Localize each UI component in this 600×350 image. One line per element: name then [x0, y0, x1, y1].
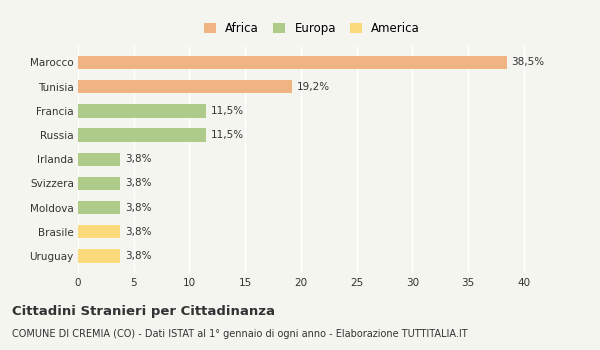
Text: 19,2%: 19,2%	[296, 82, 329, 92]
Bar	[78, 249, 121, 262]
Text: 11,5%: 11,5%	[211, 130, 244, 140]
Bar	[78, 56, 507, 69]
Bar	[78, 153, 121, 166]
Bar	[78, 128, 206, 142]
Text: 11,5%: 11,5%	[211, 106, 244, 116]
Text: 3,8%: 3,8%	[125, 154, 151, 164]
Text: Cittadini Stranieri per Cittadinanza: Cittadini Stranieri per Cittadinanza	[12, 304, 275, 317]
Text: 3,8%: 3,8%	[125, 203, 151, 213]
Bar	[78, 104, 206, 118]
Text: 3,8%: 3,8%	[125, 227, 151, 237]
Bar	[78, 177, 121, 190]
Text: COMUNE DI CREMIA (CO) - Dati ISTAT al 1° gennaio di ogni anno - Elaborazione TUT: COMUNE DI CREMIA (CO) - Dati ISTAT al 1°…	[12, 329, 467, 339]
Bar	[78, 225, 121, 238]
Text: 3,8%: 3,8%	[125, 178, 151, 188]
Bar	[78, 80, 292, 93]
Legend: Africa, Europa, America: Africa, Europa, America	[204, 22, 420, 35]
Text: 3,8%: 3,8%	[125, 251, 151, 261]
Text: 38,5%: 38,5%	[511, 57, 545, 68]
Bar	[78, 201, 121, 214]
